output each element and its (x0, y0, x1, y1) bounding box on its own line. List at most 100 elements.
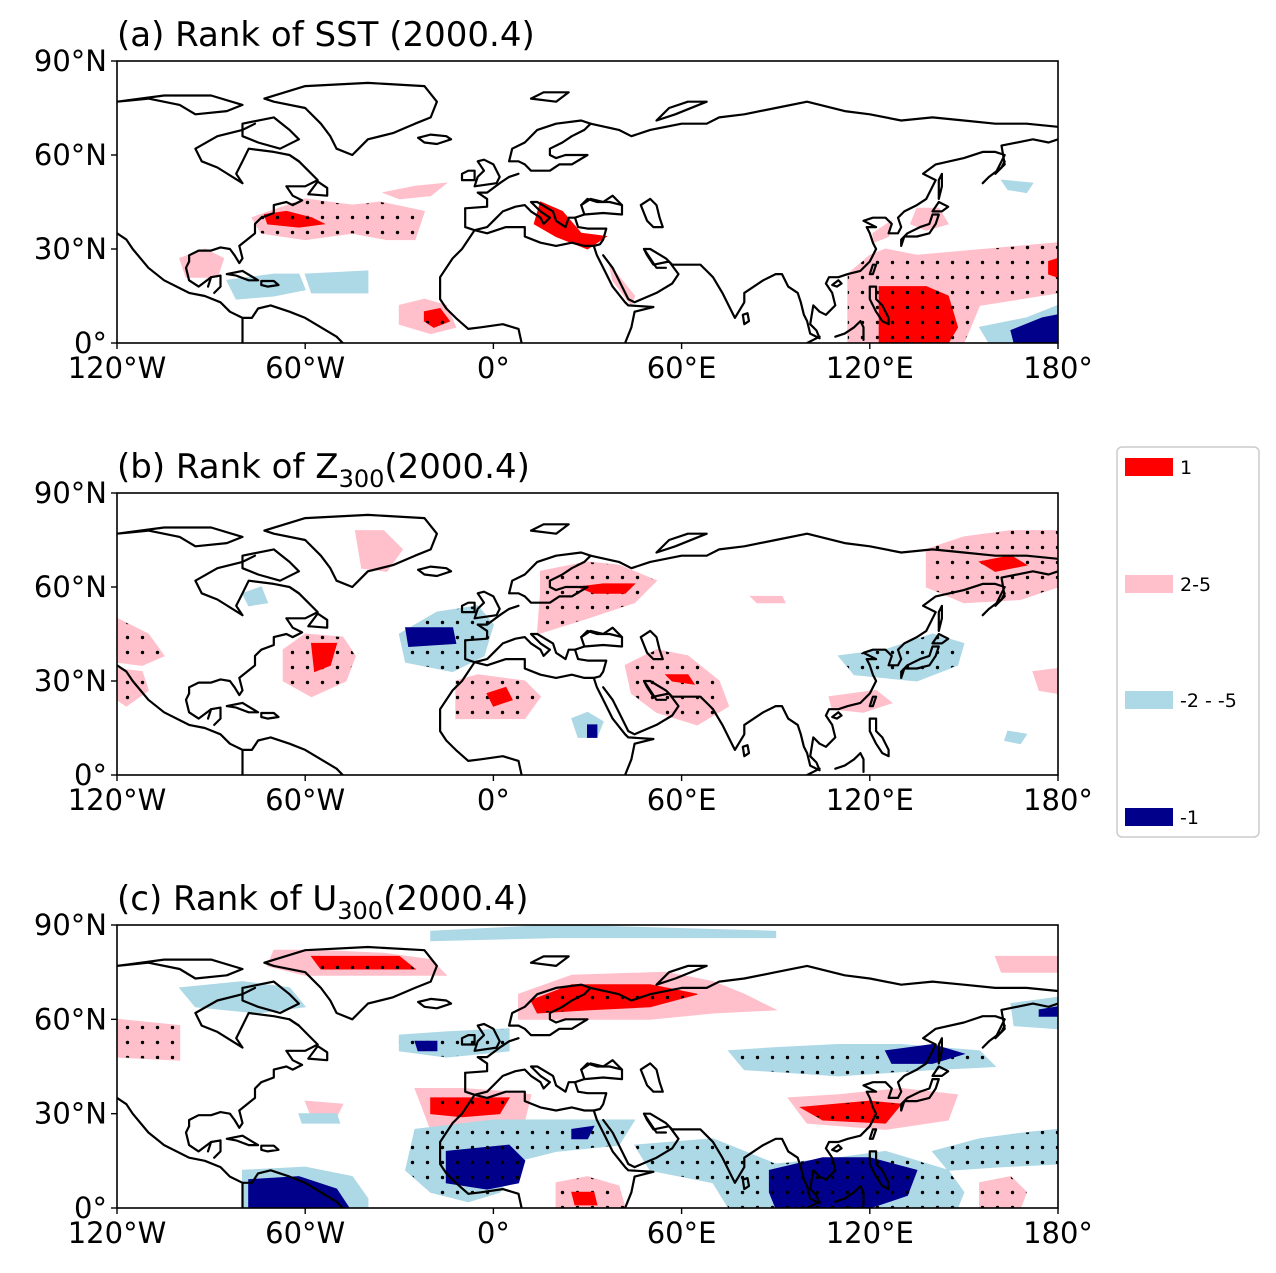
coastline-florida-gulf (184, 1125, 213, 1153)
coastline-scandinavia (508, 551, 592, 604)
coastline-philippines (868, 717, 890, 758)
significance-stippling (800, 1101, 902, 1124)
legend-swatch (1125, 808, 1173, 826)
region-rank-neg1 (1010, 314, 1058, 343)
coastline-iceland (417, 133, 453, 146)
coastline-cuba (225, 701, 260, 714)
coastline-hudson-labrador (288, 585, 300, 595)
coastline-black-sea (580, 1059, 624, 1071)
coastline-madagascar-ish (806, 767, 821, 775)
coastline-hainan (831, 1144, 843, 1153)
coastline-canada-arctic (117, 94, 244, 116)
coastline-scandinavia (508, 119, 592, 172)
panel-b: (b) Rank of Z300(2000.4) 120°W 60°W 0° 60°E… (34, 447, 1093, 817)
panel-a-frame (116, 60, 1059, 344)
legend-entries: 1 2-5 -2 - -5 -1 (1125, 457, 1237, 829)
coastline-caspian (639, 1062, 664, 1093)
lat-tick-label: 60°N (34, 1002, 107, 1036)
coastline-red-sea-arabia (592, 1109, 655, 1208)
legend-swatch (1125, 575, 1173, 593)
significance-stippling (979, 1176, 1027, 1208)
panel-a-title: (a) Rank of SST (2000.4) (117, 15, 535, 55)
region-rank-1 (978, 555, 1028, 572)
legend-box (1116, 446, 1260, 838)
legend-label: 2-5 (1180, 574, 1211, 596)
significance-stippling (769, 1157, 917, 1208)
coastline-ireland (460, 601, 476, 614)
coastline-north-america-coast (117, 664, 344, 775)
coastline-hokkaido (931, 632, 950, 645)
panel-c-rank-fills (117, 925, 1058, 1208)
coastline-cuba (225, 1134, 260, 1147)
region-rank-1 (571, 1191, 598, 1206)
significance-stippling (424, 308, 450, 328)
lat-tick-label: 60°N (34, 570, 107, 604)
coastline-europe-north (464, 1037, 520, 1074)
region-rank-2-5 (354, 530, 404, 572)
lat-tick-label: 30°N (34, 1097, 107, 1131)
coastline-hainan (831, 279, 843, 288)
lon-tick-label: 180° (1023, 1216, 1093, 1250)
region-rank-1 (310, 642, 338, 673)
significance-stippling (430, 1097, 510, 1117)
coastline-red-sea-arabia (592, 676, 655, 775)
coastline-greenland (263, 81, 438, 157)
significance-stippling (117, 668, 149, 707)
region-rank-neg1 (405, 627, 457, 648)
coastline-sakhalin (937, 1037, 943, 1065)
coastline-baffin (241, 548, 300, 582)
coastline-philippines (868, 1150, 890, 1191)
coastline-kola-siberia (589, 964, 1058, 1002)
coastline-turkey-levant (439, 1081, 608, 1208)
lon-tick-label: 0° (477, 783, 510, 817)
lon-tick-label: 60°E (647, 783, 717, 817)
lon-tick-label: 0° (477, 351, 510, 385)
panel-a-axis-ticks: 120°W 60°W 0° 60°E 120°E 180° 90°N 60°N 30°N 0° (34, 44, 1093, 385)
coastline-sri-lanka (741, 744, 751, 758)
region-rank-2-5 (381, 182, 448, 200)
lat-tick-label: 30°N (34, 664, 107, 698)
coastline-kola-siberia (589, 532, 1058, 570)
region-rank-neg1 (571, 1125, 595, 1140)
significance-stippling (446, 1145, 525, 1190)
coastline-yucatan (206, 706, 222, 726)
coastline-hispaniola (260, 1144, 280, 1153)
region-rank-2-5 (749, 595, 786, 604)
coastline-europe-africa (464, 197, 624, 232)
region-rank-1 (1048, 257, 1058, 278)
coastline-europe-africa (464, 629, 624, 664)
coastline-turkey-levant (439, 216, 608, 343)
region-rank-neg2-neg5 (430, 925, 777, 942)
coastline-novaya-zemlya (655, 100, 708, 122)
coastline-persian-gulf (642, 1112, 667, 1134)
panel-c-frame (116, 924, 1059, 1209)
coastline-yucatan (206, 274, 222, 294)
panel-a-coastlines (117, 81, 1058, 343)
lon-tick-label: 120°W (68, 783, 167, 817)
coastline-cuba (225, 269, 260, 282)
panel-b-title: (b) Rank of Z300(2000.4) (117, 447, 530, 493)
coastline-borneo-sumatra (834, 752, 865, 773)
coastline-arabia (602, 1002, 1058, 1205)
coastline-newfoundland (307, 612, 329, 629)
coastline-british-isles (473, 158, 501, 188)
region-rank-neg1 (414, 1040, 438, 1052)
panel-b-rank-fills (117, 530, 1058, 745)
coastline-arabia (602, 570, 1058, 772)
legend-swatch (1125, 458, 1173, 476)
coastline-svalbard (529, 91, 570, 103)
coastline-hispaniola (260, 711, 280, 720)
region-rank-2-5 (1032, 667, 1058, 695)
coastline-baffin (241, 980, 300, 1015)
coastline-hokkaido (931, 1065, 950, 1077)
panel-a-map (117, 81, 1058, 343)
coastline-gulf-coast (188, 122, 319, 265)
lon-tick-label: 60°W (265, 351, 345, 385)
coastline-sri-lanka (741, 312, 751, 326)
significance-stippling (117, 618, 165, 666)
coastline-svalbard (529, 955, 570, 967)
lat-tick-label: 0° (74, 1191, 107, 1225)
coastline-taiwan (868, 1128, 878, 1140)
lon-tick-label: 120°E (826, 351, 914, 385)
coastline-novaya-zemlya (655, 964, 708, 986)
